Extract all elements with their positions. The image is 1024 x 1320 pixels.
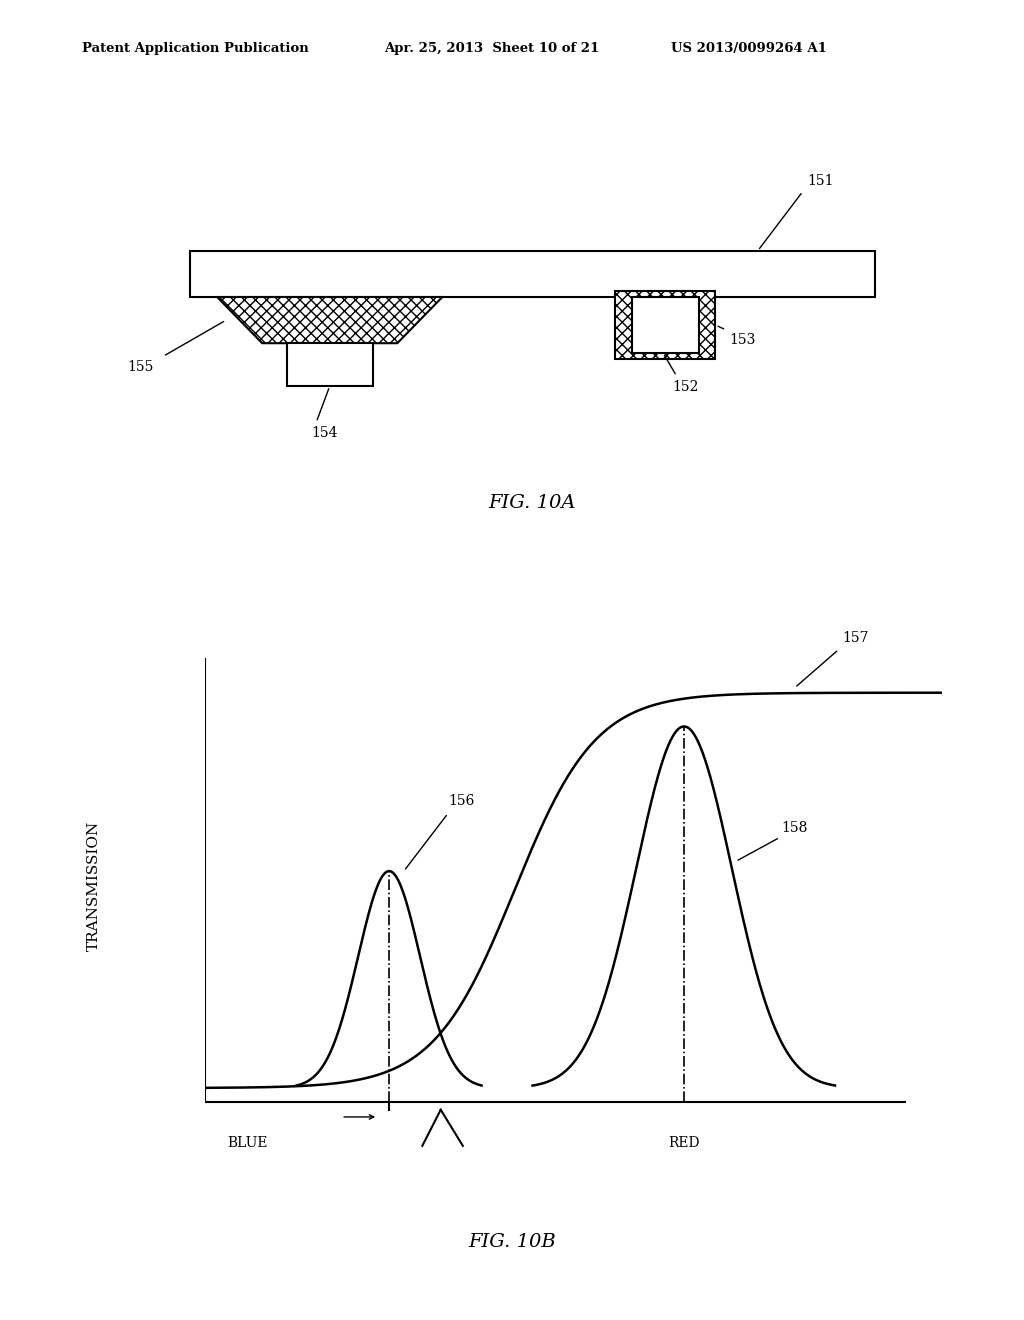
Bar	[632, 297, 699, 354]
Text: 155: 155	[127, 360, 154, 374]
Text: 157: 157	[843, 631, 869, 644]
Polygon shape	[217, 297, 442, 343]
Text: FIG. 10A: FIG. 10A	[488, 494, 577, 512]
Text: FIG. 10B: FIG. 10B	[468, 1233, 556, 1251]
Bar	[615, 292, 716, 359]
Text: 151: 151	[807, 174, 834, 189]
Text: 154: 154	[311, 425, 338, 440]
Text: TRANSMISSION: TRANSMISSION	[87, 821, 101, 950]
Text: 152: 152	[672, 380, 698, 393]
Text: Patent Application Publication: Patent Application Publication	[82, 42, 308, 55]
Text: Apr. 25, 2013  Sheet 10 of 21: Apr. 25, 2013 Sheet 10 of 21	[384, 42, 599, 55]
Bar	[190, 251, 874, 297]
Text: US 2013/0099264 A1: US 2013/0099264 A1	[671, 42, 826, 55]
Text: BLUE: BLUE	[227, 1137, 267, 1150]
Text: RED: RED	[669, 1137, 699, 1150]
Text: 156: 156	[449, 795, 474, 808]
Bar	[287, 343, 373, 387]
Bar	[632, 297, 699, 354]
Text: 158: 158	[781, 821, 808, 836]
Text: 153: 153	[729, 334, 756, 347]
